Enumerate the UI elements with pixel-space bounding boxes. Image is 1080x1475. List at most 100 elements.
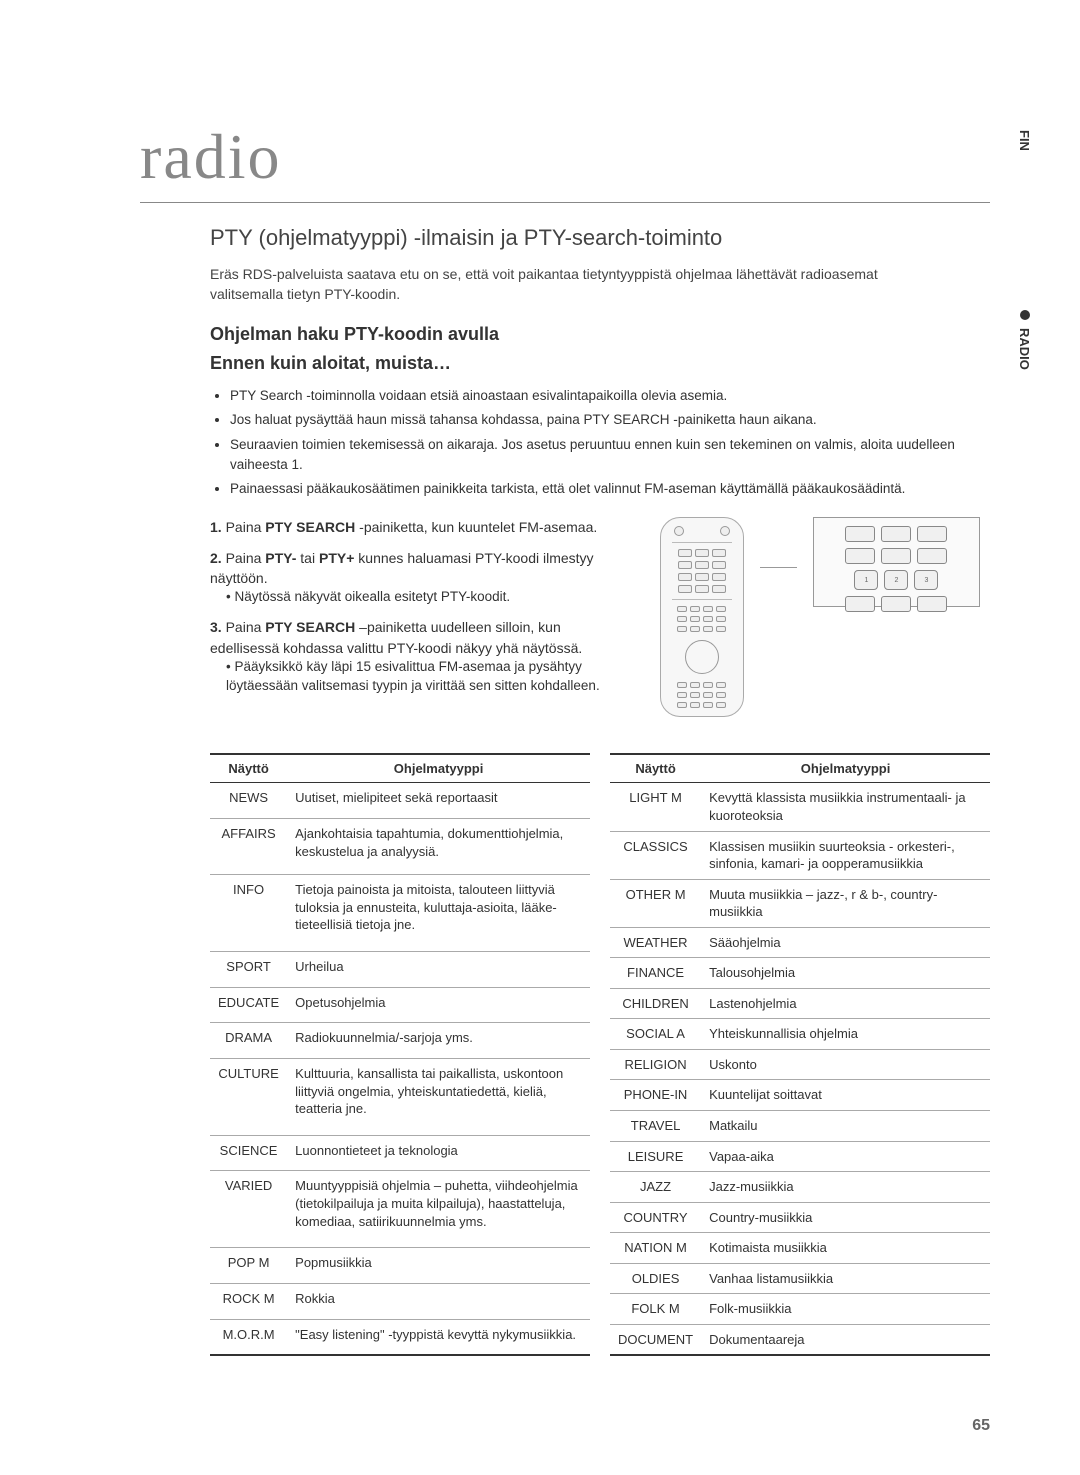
pty-code: CHILDREN — [610, 988, 701, 1019]
table-row: M.O.R.M"Easy listening" -tyyppistä kevyt… — [210, 1319, 590, 1355]
pty-code: NATION M — [610, 1233, 701, 1264]
table-row: AFFAIRSAjankohtaisia tapahtumia, dokumen… — [210, 819, 590, 875]
pty-description: Vapaa-aika — [701, 1141, 990, 1172]
step-text: tai — [296, 550, 319, 566]
table-row: JAZZJazz-musiikkia — [610, 1172, 990, 1203]
step-bold: PTY SEARCH — [265, 619, 355, 635]
table-row: RELIGIONUskonto — [610, 1049, 990, 1080]
bullet-item: Jos haluat pysäyttää haun missä tahansa … — [230, 410, 980, 430]
pty-description: Ajankohtaisia tapahtumia, dokumenttiohje… — [287, 819, 590, 875]
pty-code: TRAVEL — [610, 1111, 701, 1142]
pty-code: FINANCE — [610, 958, 701, 989]
pty-description: Talousohjelmia — [701, 958, 990, 989]
step-number: 3. — [210, 619, 222, 635]
table-row: DOCUMENTDokumentaareja — [610, 1324, 990, 1355]
table-row: LIGHT MKevyttä klassista musiikkia instr… — [610, 783, 990, 831]
pty-code: FOLK M — [610, 1294, 701, 1325]
pty-code: OTHER M — [610, 879, 701, 927]
pty-description: Kuuntelijat soittavat — [701, 1080, 990, 1111]
side-dot-icon — [1020, 310, 1030, 320]
table-header-display: Näyttö — [610, 754, 701, 783]
remote-detail-icon: 123 — [813, 517, 980, 607]
table-row: LEISUREVapaa-aika — [610, 1141, 990, 1172]
bullet-item: PTY Search -toiminnolla voidaan etsiä ai… — [230, 386, 980, 406]
pty-description: Matkailu — [701, 1111, 990, 1142]
pty-description: Lastenohjelmia — [701, 988, 990, 1019]
pty-description: Uutiset, mielipiteet sekä reportaasit — [287, 783, 590, 819]
pty-code: SPORT — [210, 952, 287, 988]
pty-description: Popmusiikkia — [287, 1248, 590, 1284]
table-row: NATION MKotimaista musiikkia — [610, 1233, 990, 1264]
subheading-1: Ohjelman haku PTY-koodin avulla — [210, 324, 990, 345]
pty-code: DOCUMENT — [610, 1324, 701, 1355]
table-header-type: Ohjelmatyyppi — [287, 754, 590, 783]
pty-code: DRAMA — [210, 1023, 287, 1059]
pty-description: Klassisen musiikin suurteoksia - orkeste… — [701, 831, 990, 879]
pty-code: WEATHER — [610, 927, 701, 958]
step-text: Paina — [226, 519, 266, 535]
bullet-item: Painaessasi pääkaukosäätimen painikkeita… — [230, 479, 980, 499]
table-row: OLDIESVanhaa listamusiikkia — [610, 1263, 990, 1294]
table-row: PHONE-INKuuntelijat soittavat — [610, 1080, 990, 1111]
pty-description: Urheilua — [287, 952, 590, 988]
connector-line-icon — [760, 567, 797, 568]
table-row: FINANCETalousohjelmia — [610, 958, 990, 989]
table-row: OTHER MMuuta musiikkia – jazz-, r & b-, … — [610, 879, 990, 927]
pty-description: Country-musiikkia — [701, 1202, 990, 1233]
table-row: CHILDRENLastenohjelmia — [610, 988, 990, 1019]
pty-code: SCIENCE — [210, 1135, 287, 1171]
pty-code: VARIED — [210, 1171, 287, 1248]
pty-code: ROCK M — [210, 1283, 287, 1319]
pty-description: Sääohjelmia — [701, 927, 990, 958]
pty-code: POP M — [210, 1248, 287, 1284]
table-header-type: Ohjelmatyyppi — [701, 754, 990, 783]
pty-description: Vanhaa listamusiikkia — [701, 1263, 990, 1294]
pty-description: Luonnontieteet ja teknologia — [287, 1135, 590, 1171]
table-row: SPORTUrheilua — [210, 952, 590, 988]
pty-table-left: Näyttö Ohjelmatyyppi NEWSUutiset, mielip… — [210, 753, 590, 1356]
pty-code: LEISURE — [610, 1141, 701, 1172]
step-bold: PTY+ — [319, 550, 354, 566]
pty-code: M.O.R.M — [210, 1319, 287, 1355]
step-text: Paina — [226, 619, 266, 635]
table-row: INFOTietoja painoista ja mitoista, talou… — [210, 875, 590, 952]
pty-code: AFFAIRS — [210, 819, 287, 875]
pty-description: Muuta musiikkia – jazz-, r & b-, country… — [701, 879, 990, 927]
pty-description: "Easy listening" -tyyppistä kevyttä nyky… — [287, 1319, 590, 1355]
step-3: 3. Paina PTY SEARCH –painiketta uudellee… — [210, 617, 630, 695]
pty-description: Opetusohjelmia — [287, 987, 590, 1023]
table-row: CLASSICSKlassisen musiikin suurteoksia -… — [610, 831, 990, 879]
step-number: 2. — [210, 550, 222, 566]
step-text: Paina — [226, 550, 266, 566]
pty-description: Kevyttä klassista musiikkia instrumentaa… — [701, 783, 990, 831]
remote-icon — [660, 517, 744, 717]
step-sub-bullet: • Pääyksikkö käy läpi 15 esivalittua FM-… — [226, 658, 630, 696]
pty-code: COUNTRY — [610, 1202, 701, 1233]
pty-description: Yhteiskunnallisia ohjelmia — [701, 1019, 990, 1050]
pty-code: INFO — [210, 875, 287, 952]
pty-table-right: Näyttö Ohjelmatyyppi LIGHT MKevyttä klas… — [610, 753, 990, 1356]
table-row: ROCK MRokkia — [210, 1283, 590, 1319]
bullet-item: Seuraavien toimien tekemisessä on aikara… — [230, 435, 980, 476]
step-1: 1. Paina PTY SEARCH -painiketta, kun kuu… — [210, 517, 630, 537]
table-row: COUNTRYCountry-musiikkia — [610, 1202, 990, 1233]
table-row: POP MPopmusiikkia — [210, 1248, 590, 1284]
table-row: WEATHERSääohjelmia — [610, 927, 990, 958]
pty-description: Kulttuuria, kansallista tai paikallista,… — [287, 1059, 590, 1136]
section-title: PTY (ohjelmatyyppi) -ilmaisin ja PTY-sea… — [210, 225, 990, 251]
table-row: FOLK MFolk-musiikkia — [610, 1294, 990, 1325]
pty-code: JAZZ — [610, 1172, 701, 1203]
pty-description: Radiokuunnelmia/-sarjoja yms. — [287, 1023, 590, 1059]
pty-description: Dokumentaareja — [701, 1324, 990, 1355]
subheading-2: Ennen kuin aloitat, muista… — [210, 353, 990, 374]
side-section-label: RADIO — [1017, 310, 1032, 370]
table-row: SOCIAL AYhteiskunnallisia ohjelmia — [610, 1019, 990, 1050]
step-sub-bullet: • Näytössä näkyvät oikealla esitetyt PTY… — [226, 588, 630, 607]
pty-code: PHONE-IN — [610, 1080, 701, 1111]
pty-code: EDUCATE — [210, 987, 287, 1023]
pty-code: CLASSICS — [610, 831, 701, 879]
pty-description: Tietoja painoista ja mitoista, talouteen… — [287, 875, 590, 952]
side-language-label: FIN — [1017, 130, 1032, 151]
pty-description: Muuntyyppisiä ohjelmia – puhetta, viihde… — [287, 1171, 590, 1248]
pty-description: Rokkia — [287, 1283, 590, 1319]
